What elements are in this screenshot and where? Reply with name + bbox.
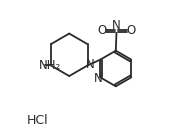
Text: HCl: HCl xyxy=(27,114,48,127)
Text: N: N xyxy=(112,19,121,32)
Text: O: O xyxy=(127,24,136,37)
Text: O: O xyxy=(97,24,106,37)
Text: NH₂: NH₂ xyxy=(38,59,61,72)
Text: N: N xyxy=(86,58,94,71)
Text: N: N xyxy=(94,72,102,85)
